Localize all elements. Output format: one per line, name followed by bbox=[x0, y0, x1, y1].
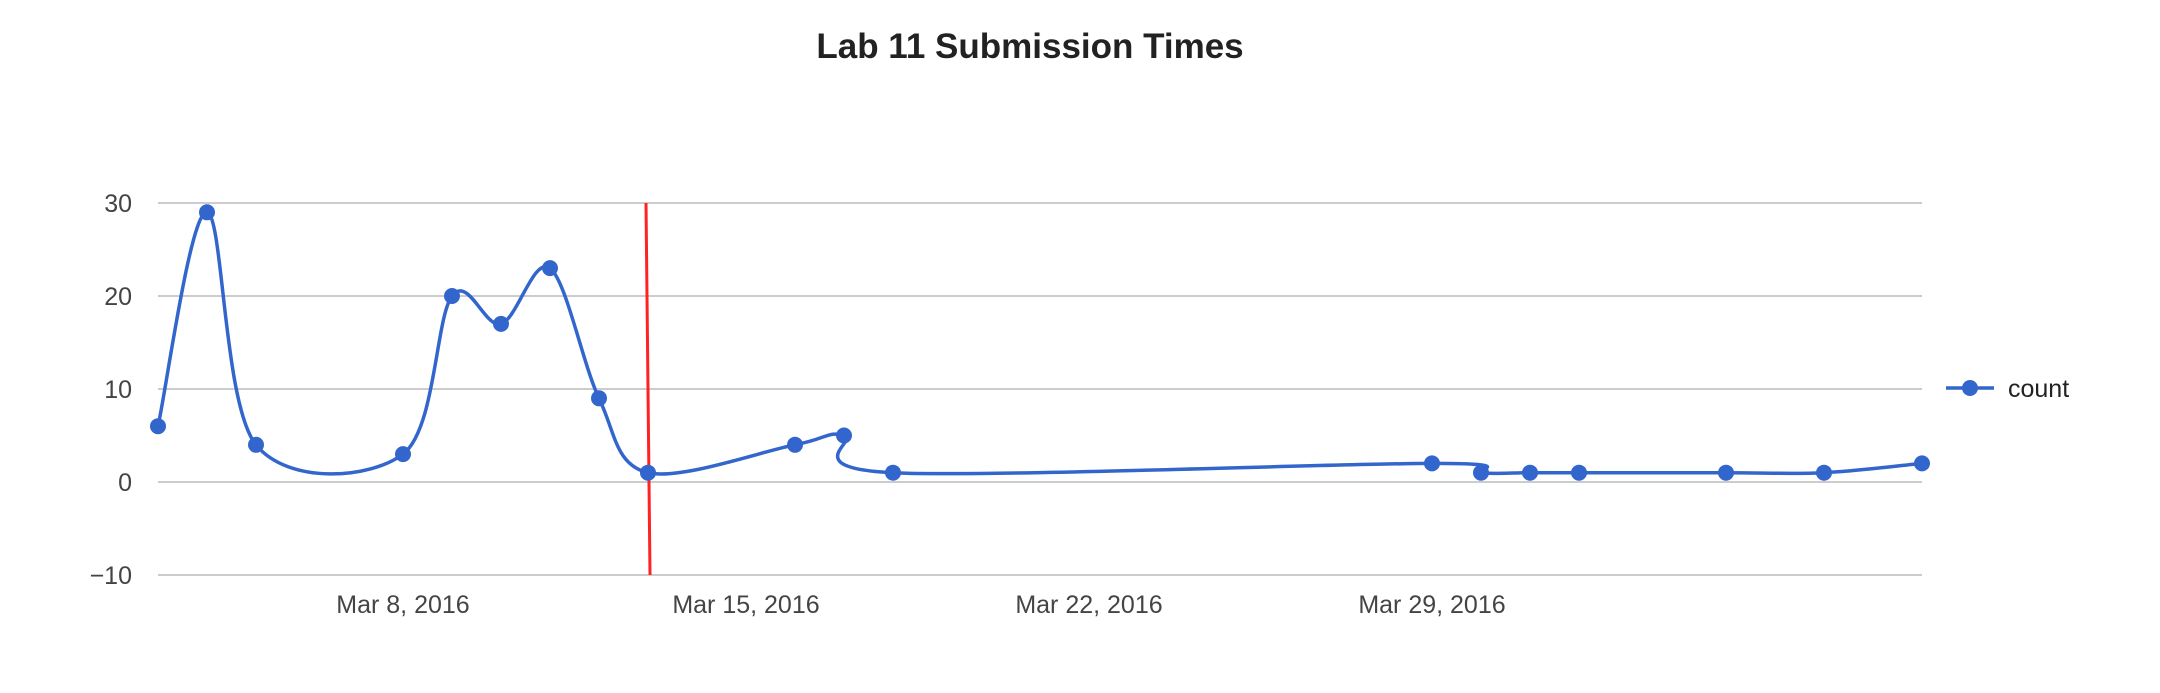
vertical-marker-line bbox=[644, 202, 652, 576]
y-tick-label: −10 bbox=[90, 562, 132, 590]
legend-marker bbox=[1962, 380, 1978, 396]
data-point[interactable] bbox=[1522, 464, 1538, 481]
data-point[interactable] bbox=[493, 315, 509, 332]
x-tick-label: Mar 22, 2016 bbox=[1015, 591, 1162, 619]
data-point[interactable] bbox=[1718, 464, 1734, 481]
chart-title: Lab 11 Submission Times bbox=[816, 27, 1243, 66]
y-tick-label: 30 bbox=[104, 190, 132, 218]
annotations bbox=[644, 202, 652, 576]
grid-lines bbox=[158, 202, 1922, 576]
legend-label[interactable]: count bbox=[2008, 375, 2069, 403]
series-line-count bbox=[156, 210, 1923, 476]
data-point[interactable] bbox=[395, 446, 411, 463]
x-tick-label: Mar 29, 2016 bbox=[1358, 591, 1505, 619]
x-tick-label: Mar 15, 2016 bbox=[672, 591, 819, 619]
data-point[interactable] bbox=[1424, 455, 1440, 472]
series-layer bbox=[150, 204, 1930, 481]
data-point[interactable] bbox=[885, 464, 901, 481]
data-point[interactable] bbox=[150, 418, 166, 435]
data-point[interactable] bbox=[787, 436, 803, 453]
data-point[interactable] bbox=[542, 260, 558, 277]
data-point[interactable] bbox=[1816, 464, 1832, 481]
data-point[interactable] bbox=[248, 436, 264, 453]
data-point[interactable] bbox=[444, 288, 460, 304]
data-point[interactable] bbox=[591, 390, 607, 407]
data-point[interactable] bbox=[1914, 455, 1930, 472]
data-point[interactable] bbox=[1571, 464, 1587, 481]
y-tick-label: 0 bbox=[118, 469, 132, 497]
data-point[interactable] bbox=[836, 427, 852, 444]
data-point[interactable] bbox=[640, 464, 656, 481]
y-axis-tick-labels: 30 20 10 0 −10 bbox=[90, 190, 132, 590]
data-point[interactable] bbox=[1473, 464, 1489, 481]
x-axis-tick-labels: Mar 8, 2016 Mar 15, 2016 Mar 22, 2016 Mar 2… bbox=[336, 591, 1505, 619]
x-tick-label: Mar 8, 2016 bbox=[336, 591, 469, 619]
y-tick-label: 20 bbox=[104, 283, 132, 311]
legend[interactable]: count bbox=[1946, 375, 2069, 403]
data-point[interactable] bbox=[199, 204, 215, 221]
y-tick-label: 10 bbox=[104, 376, 132, 404]
